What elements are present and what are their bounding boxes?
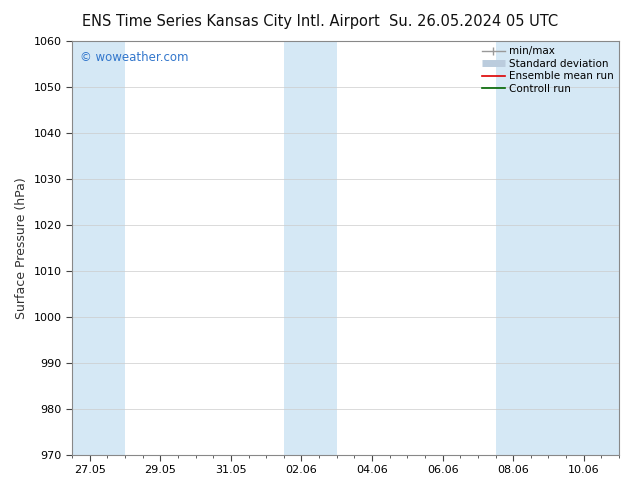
Text: Su. 26.05.2024 05 UTC: Su. 26.05.2024 05 UTC [389,14,558,29]
Bar [496,41,619,455]
Y-axis label: Surface Pressure (hPa): Surface Pressure (hPa) [15,177,28,318]
Text: © woweather.com: © woweather.com [81,51,189,64]
Bar [72,41,125,455]
Legend: min/max, Standard deviation, Ensemble mean run, Controll run: min/max, Standard deviation, Ensemble me… [482,46,614,94]
Bar [284,41,337,455]
Text: ENS Time Series Kansas City Intl. Airport: ENS Time Series Kansas City Intl. Airpor… [82,14,380,29]
